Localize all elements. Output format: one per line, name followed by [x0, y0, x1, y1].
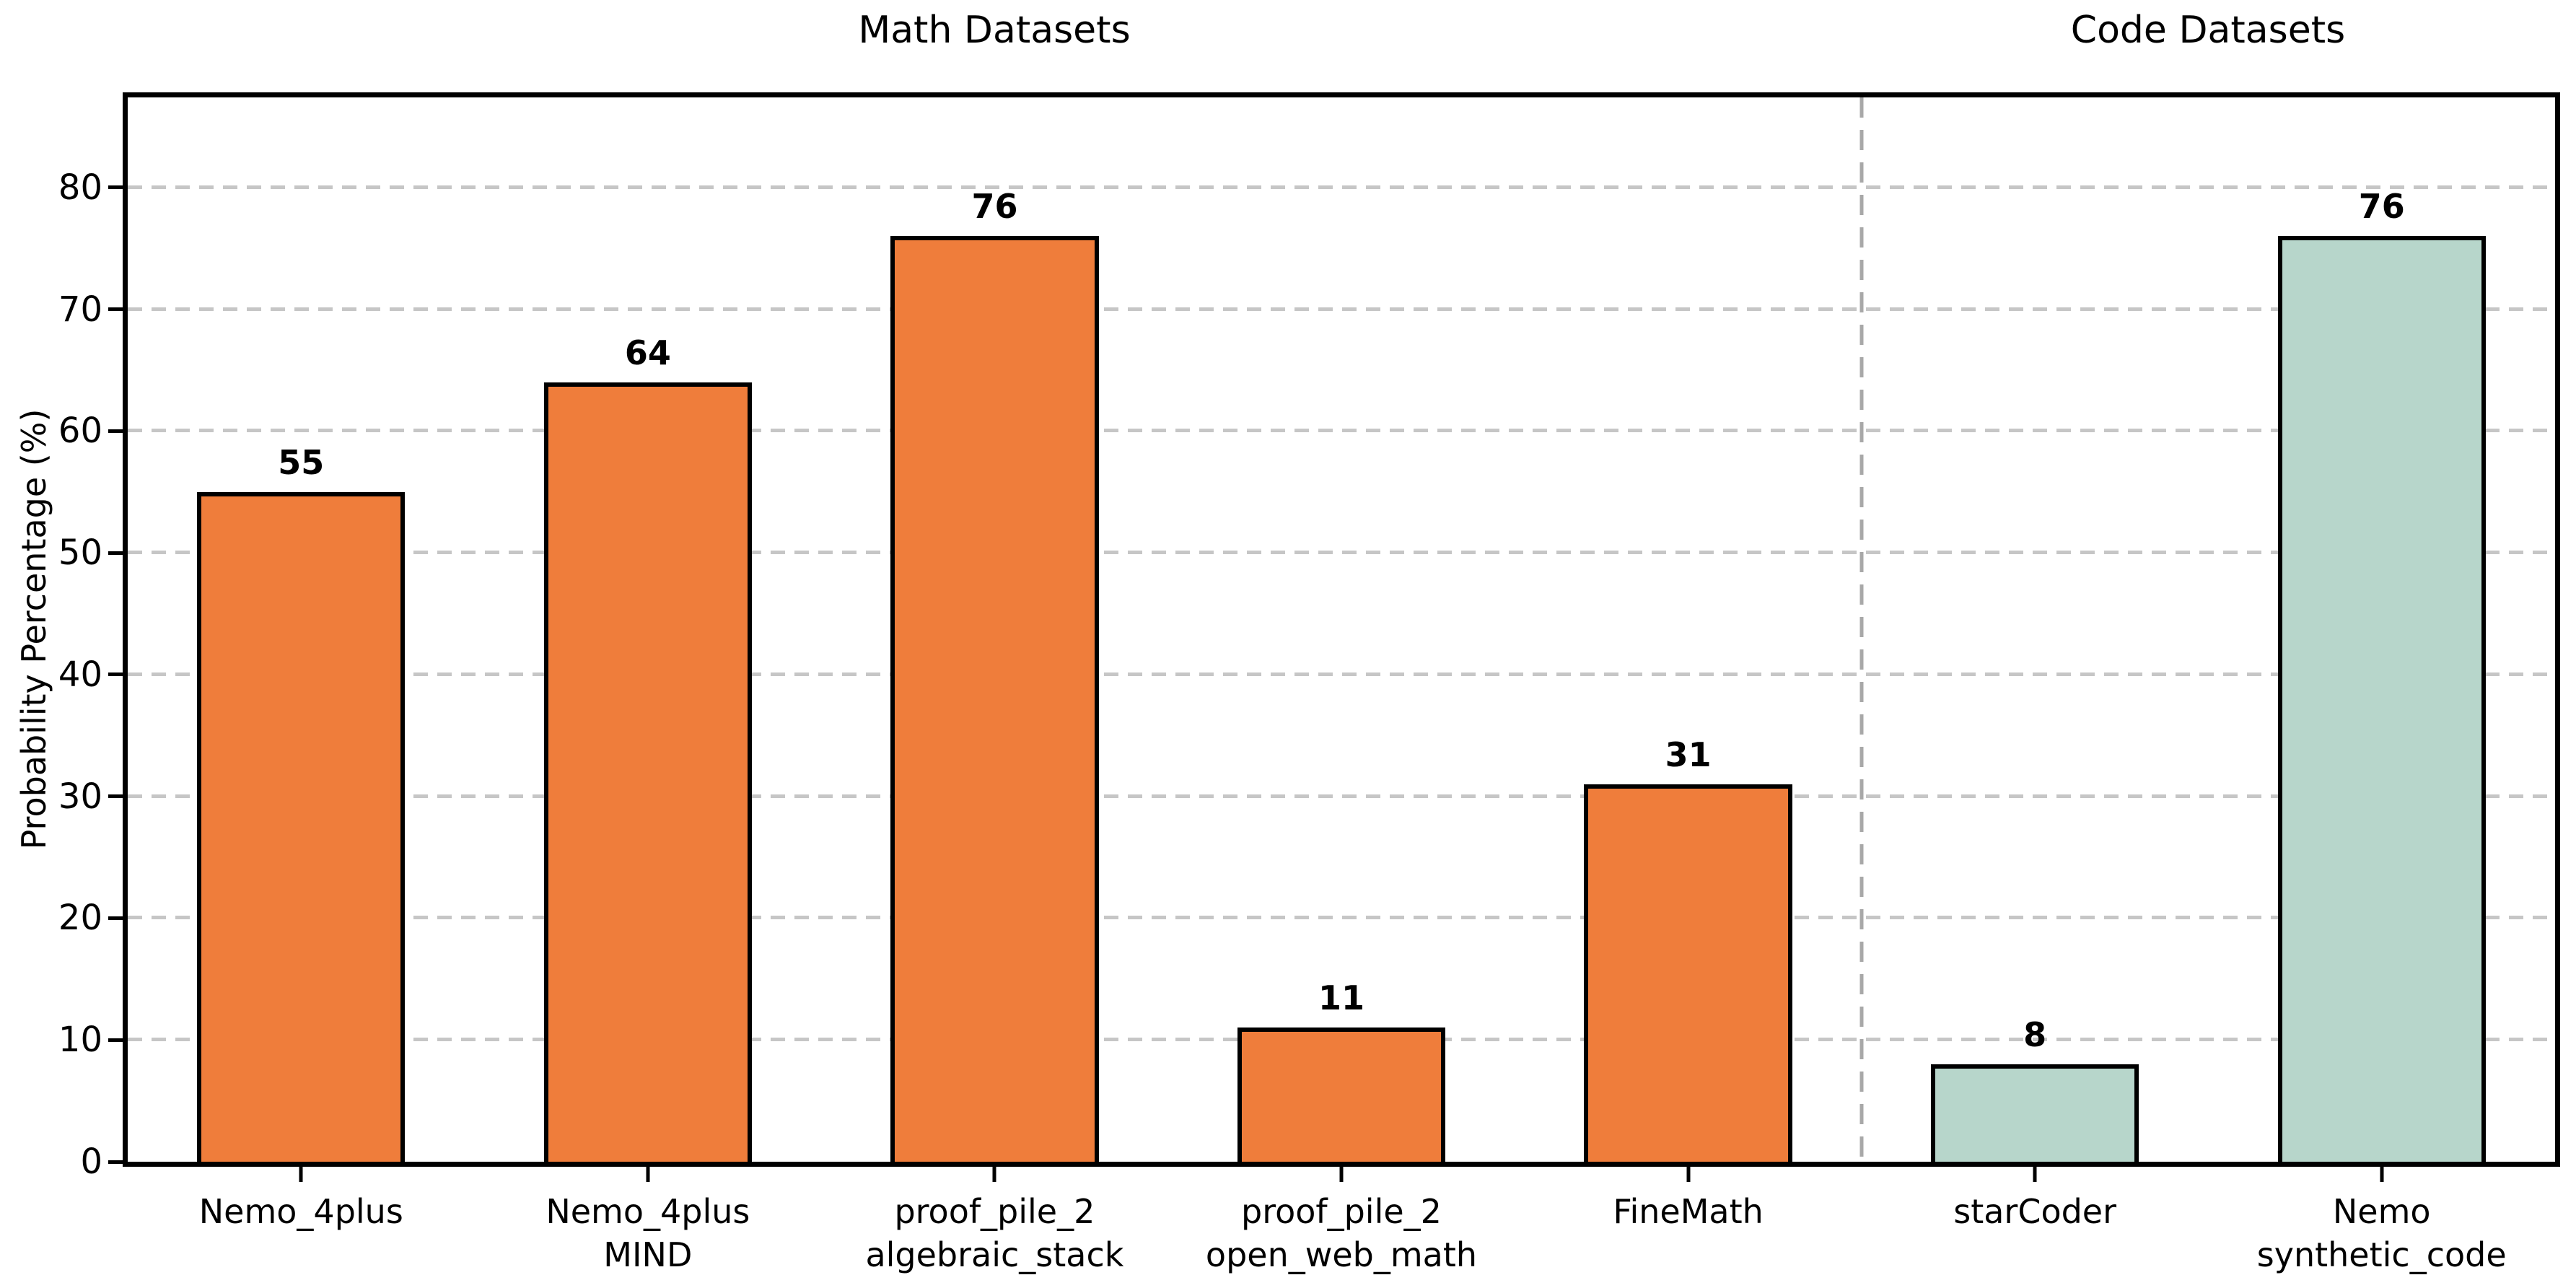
x-axis-tick-marks: [128, 1167, 2555, 1183]
y-tick-mark-70: [108, 307, 123, 312]
x-tick-mark-3: [992, 1167, 996, 1182]
y-tick-label-50: 50: [58, 533, 102, 574]
x-tick-mark-2: [646, 1167, 650, 1182]
x-tick-label-4: proof_pile_2 open_web_math: [1205, 1192, 1478, 1274]
x-tick-mark-6: [2033, 1167, 2037, 1182]
bar-value-label-7: 76: [2358, 187, 2405, 227]
bar-6: [1931, 1064, 2139, 1162]
x-tick-label-7: Nemo synthetic_code: [2256, 1192, 2507, 1274]
x-tick-label-6: starCoder: [1953, 1192, 2117, 1231]
y-tick-label-20: 20: [58, 898, 102, 939]
bar-4: [1237, 1028, 1446, 1162]
bar-column-1: 55: [128, 97, 475, 1162]
bar-3: [890, 236, 1099, 1162]
y-gridline-20: [128, 916, 2555, 920]
bar-column-5: 31: [1515, 97, 1862, 1162]
x-tick-label-3: proof_pile_2 algebraic_stack: [865, 1192, 1124, 1274]
bar-column-2: 64: [475, 97, 822, 1162]
plot-area: 55 64 76 11 31 8 76: [123, 92, 2560, 1167]
x-tick-mark-7: [2380, 1167, 2384, 1182]
bar-value-label-3: 76: [971, 187, 1018, 227]
bar-column-3: 76: [821, 97, 1168, 1162]
y-tick-label-40: 40: [58, 654, 102, 695]
y-tick-mark-50: [108, 551, 123, 555]
bar-column-6: 8: [1862, 97, 2209, 1162]
y-tick-mark-10: [108, 1038, 123, 1042]
y-tick-label-10: 10: [58, 1020, 102, 1061]
bar-value-label-6: 8: [2023, 1015, 2047, 1054]
group-separator-line: [1859, 97, 1864, 1162]
bar-7: [2277, 236, 2486, 1162]
x-tick-mark-5: [1686, 1167, 1691, 1182]
y-gridline-60: [128, 429, 2555, 433]
bar-2: [543, 382, 753, 1162]
math-datasets-title: Math Datasets: [858, 9, 1131, 52]
y-tick-mark-60: [108, 429, 123, 433]
y-tick-label-0: 0: [80, 1142, 102, 1182]
y-tick-mark-80: [108, 185, 123, 190]
y-tick-label-80: 80: [58, 167, 102, 208]
bar-value-label-1: 55: [278, 442, 325, 482]
y-gridline-30: [128, 794, 2555, 798]
x-tick-label-1: Nemo_4plus: [198, 1192, 403, 1231]
x-axis-tick-labels: Nemo_4plus Nemo_4plus MIND proof_pile_2 al…: [128, 1191, 2555, 1275]
bar-column-7: 76: [2208, 97, 2555, 1162]
y-tick-mark-0: [108, 1160, 123, 1164]
y-tick-label-70: 70: [58, 289, 102, 330]
y-tick-label-30: 30: [58, 776, 102, 817]
bar-value-label-4: 11: [1318, 978, 1365, 1018]
y-gridline-80: [128, 185, 2555, 189]
y-tick-mark-30: [108, 794, 123, 799]
y-gridline-70: [128, 307, 2555, 311]
x-tick-mark-4: [1339, 1167, 1344, 1182]
bar-value-label-2: 64: [624, 333, 671, 372]
x-tick-mark-1: [299, 1167, 303, 1182]
y-tick-mark-20: [108, 916, 123, 920]
y-axis-tick-labels: 0 10 20 30 40 50 60 70 80: [0, 97, 102, 1179]
x-tick-label-2: Nemo_4plus MIND: [546, 1192, 750, 1274]
y-tick-label-60: 60: [58, 411, 102, 452]
code-datasets-title: Code Datasets: [2070, 9, 2346, 52]
x-tick-label-5: FineMath: [1613, 1192, 1764, 1231]
y-tick-mark-40: [108, 672, 123, 677]
bar-1: [197, 491, 406, 1162]
bars-layer: 55 64 76 11 31 8 76: [128, 97, 2555, 1162]
bar-5: [1584, 784, 1792, 1162]
bar-value-label-5: 31: [1665, 735, 1712, 774]
y-gridline-40: [128, 672, 2555, 676]
y-gridline-50: [128, 551, 2555, 555]
bar-column-4: 11: [1168, 97, 1515, 1162]
